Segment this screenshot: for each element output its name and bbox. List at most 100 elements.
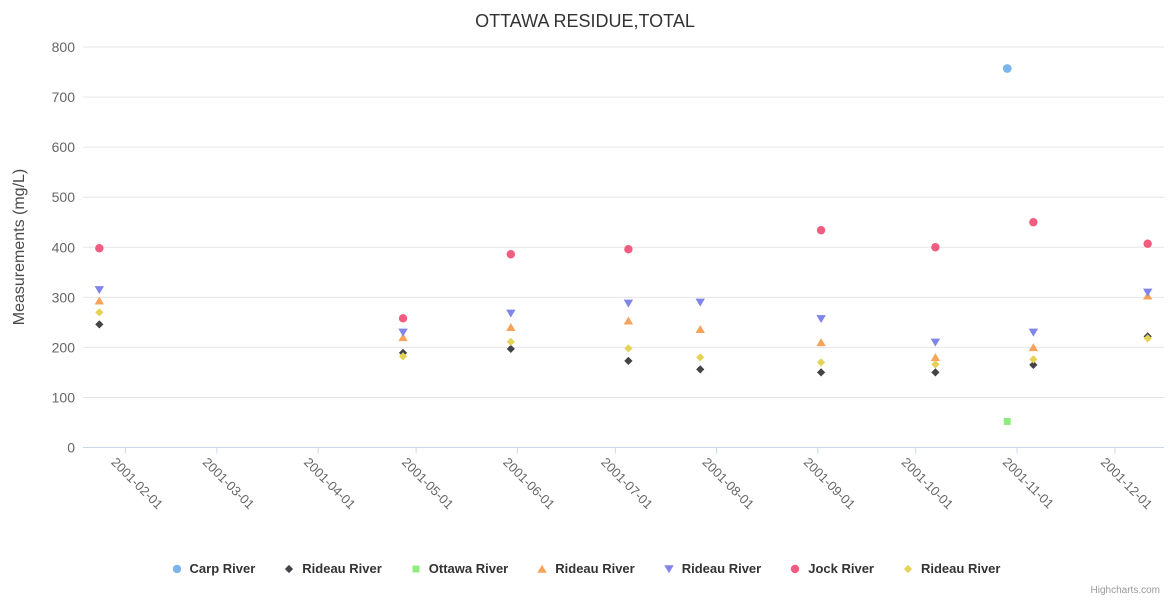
data-point[interactable] [624, 245, 633, 254]
data-point[interactable] [695, 298, 705, 307]
data-point[interactable] [1028, 328, 1039, 337]
data-point[interactable] [95, 320, 104, 329]
data-point[interactable] [506, 344, 515, 353]
x-axis-tick-label: 2001-04-01 [301, 455, 359, 513]
data-point[interactable] [1142, 288, 1153, 297]
data-point[interactable] [94, 286, 105, 295]
y-axis-tick-label: 600 [52, 139, 76, 155]
diamond-legend-marker-icon [903, 564, 913, 573]
series-1-rideau-river [95, 320, 1152, 377]
data-point[interactable] [95, 244, 104, 253]
x-axis-tick-label: 2001-06-01 [500, 455, 558, 513]
data-point[interactable] [506, 323, 516, 332]
data-point[interactable] [506, 250, 516, 259]
data-point[interactable] [398, 352, 408, 361]
y-axis-tick-label: 100 [52, 389, 76, 405]
x-axis-tick-label: 2001-07-01 [598, 455, 656, 513]
x-axis-tick-label: 2001-08-01 [699, 455, 757, 513]
y-axis-tick-label: 0 [67, 440, 75, 456]
data-point[interactable] [903, 564, 913, 573]
legend-label: Jock River [808, 561, 874, 576]
circle-legend-marker-icon [791, 564, 800, 573]
data-point[interactable] [623, 316, 634, 325]
data-point[interactable] [1029, 218, 1038, 227]
legend-label: Rideau River [920, 561, 1001, 576]
x-axis-ticks [124, 447, 1116, 454]
legend-label: Ottawa River [428, 561, 509, 576]
x-axis-tick-label: 2001-03-01 [200, 455, 258, 513]
y-axis-tick-label: 200 [52, 339, 76, 355]
data-point[interactable] [1003, 417, 1011, 425]
data-point[interactable] [1028, 343, 1039, 352]
data-point[interactable] [791, 564, 800, 573]
data-point[interactable] [664, 564, 674, 573]
x-axis-tick-label: 2001-09-01 [801, 455, 859, 513]
legend-label: Rideau River [681, 561, 762, 576]
series-4-rideau-river [94, 286, 1153, 347]
data-point[interactable] [930, 353, 941, 362]
legend-item-1-rideau-river[interactable]: Rideau River [282, 561, 382, 576]
diamond-legend-marker-icon [285, 564, 294, 573]
data-point[interactable] [623, 299, 634, 308]
y-axis-tick-label: 500 [52, 189, 76, 205]
series-5-jock-river [95, 218, 1152, 323]
data-point[interactable] [816, 358, 826, 367]
data-point[interactable] [931, 360, 940, 369]
x-axis-labels: 2001-02-01 2001-03-01 2001-04-01 2001-05-01… [108, 455, 1155, 513]
data-point[interactable] [816, 368, 826, 377]
y-axis-tick-label: 400 [52, 239, 76, 255]
series-6-rideau-river [95, 308, 1152, 369]
data-point[interactable] [506, 309, 516, 318]
data-point[interactable] [624, 356, 633, 365]
legend-label: Rideau River [302, 561, 382, 576]
legend-item-5-jock-river[interactable]: Jock River [788, 561, 874, 576]
series-2-ottawa-river [1003, 417, 1011, 425]
legend-item-0-carp-river[interactable]: Carp River [170, 561, 255, 576]
legend: Carp River Rideau River Ottawa River Rideau… [0, 561, 1170, 576]
data-point[interactable] [816, 338, 826, 347]
data-point[interactable] [695, 325, 705, 334]
data-point[interactable] [1002, 64, 1012, 73]
legend-item-3-rideau-river[interactable]: Rideau River [535, 561, 635, 576]
data-point[interactable] [537, 564, 547, 573]
legend-item-6-rideau-river[interactable]: Rideau River [901, 561, 1000, 576]
data-point[interactable] [696, 353, 705, 362]
data-point[interactable] [398, 314, 408, 323]
x-axis-tick-label: 2001-05-01 [399, 455, 457, 513]
data-point[interactable] [931, 368, 940, 377]
series-3-rideau-river [94, 291, 1153, 362]
triangle-down-legend-marker-icon [664, 564, 674, 573]
data-point[interactable] [506, 337, 515, 346]
data-point[interactable] [285, 564, 294, 573]
data-point[interactable] [624, 344, 633, 353]
highcharts-credit[interactable]: Highcharts.com [1090, 585, 1160, 596]
triangle-legend-marker-icon [537, 564, 547, 573]
data-point[interactable] [398, 333, 408, 342]
legend-item-2-ottawa-river[interactable]: Ottawa River [409, 561, 508, 576]
y-axis-title: Measurements (mg/L) [11, 169, 28, 326]
y-axis-tick-label: 700 [52, 89, 76, 105]
y-axis-tick-label: 800 [52, 39, 76, 55]
data-point[interactable] [1143, 334, 1152, 343]
data-point[interactable] [1143, 239, 1152, 248]
data-point[interactable] [816, 315, 826, 324]
data-point[interactable] [931, 243, 940, 252]
data-point[interactable] [696, 365, 705, 374]
chart-title: OTTAWA RESIDUE,TOTAL [475, 11, 695, 31]
data-point[interactable] [412, 565, 420, 572]
data-point[interactable] [172, 564, 181, 573]
data-point[interactable] [398, 328, 408, 337]
legend-label: Rideau River [555, 561, 635, 576]
x-axis-tick-label: 2001-12-01 [1098, 455, 1156, 513]
data-point[interactable] [95, 308, 104, 317]
data-point[interactable] [94, 296, 105, 305]
data-point[interactable] [816, 226, 826, 235]
data-point[interactable] [1029, 360, 1038, 369]
data-point[interactable] [1029, 355, 1038, 364]
y-axis-tick-label: 300 [52, 289, 76, 305]
legend-item-4-rideau-river[interactable]: Rideau River [662, 561, 761, 576]
y-axis-labels: 0 100 200 300 400 500 600 700 800 [52, 39, 76, 456]
data-point[interactable] [930, 338, 941, 347]
series-0-carp-river [1002, 64, 1012, 73]
